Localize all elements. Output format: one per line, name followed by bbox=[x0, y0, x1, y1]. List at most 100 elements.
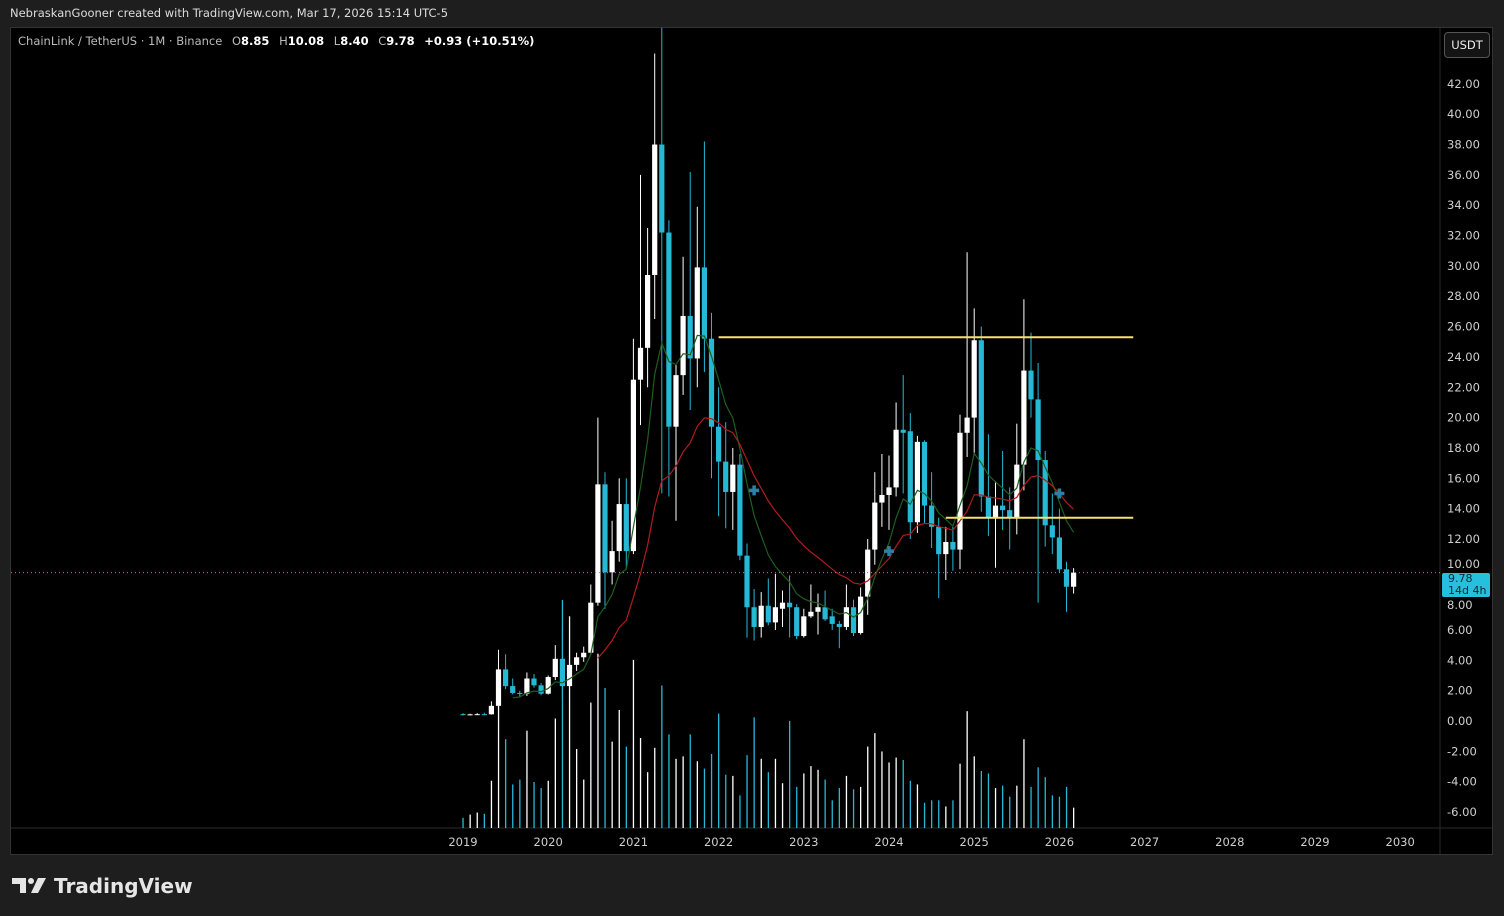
price-tick-label: 26.00 bbox=[1447, 320, 1480, 334]
candle-up bbox=[680, 315, 686, 376]
price-tick-label: 34.00 bbox=[1447, 198, 1480, 212]
volume-bar bbox=[980, 771, 982, 828]
candle-down bbox=[701, 267, 707, 339]
volume-bar bbox=[1002, 785, 1004, 828]
volume-bar bbox=[860, 786, 862, 828]
time-tick-label: 2026 bbox=[1045, 835, 1074, 849]
candle-up bbox=[779, 602, 786, 609]
price-tick-label: 32.00 bbox=[1447, 229, 1480, 243]
candle-up bbox=[858, 596, 864, 634]
candle-down bbox=[985, 496, 991, 518]
candle-down bbox=[787, 602, 793, 608]
symbol-title[interactable]: ChainLink / TetherUS · 1M · Binance bbox=[18, 34, 223, 48]
volume-bar bbox=[824, 779, 826, 828]
last-price-label: 9.78 14d 4h bbox=[1442, 573, 1490, 597]
candle-down bbox=[836, 623, 842, 627]
volume-bar bbox=[1065, 786, 1068, 828]
candle-up bbox=[843, 607, 849, 627]
volume-bar bbox=[497, 701, 500, 828]
candle-down bbox=[794, 607, 800, 637]
volume-bar bbox=[803, 773, 805, 828]
candle-up bbox=[971, 340, 977, 418]
volume-bar bbox=[576, 749, 578, 828]
volume-bar bbox=[718, 713, 720, 828]
price-tick-label: 4.00 bbox=[1447, 653, 1473, 667]
price-tick-label: 16.00 bbox=[1447, 471, 1480, 485]
volume-bar bbox=[618, 709, 620, 828]
candle-down bbox=[559, 658, 565, 687]
candle-down bbox=[900, 429, 906, 433]
ema-8-line bbox=[512, 334, 1075, 699]
candle-up bbox=[879, 494, 885, 503]
volume-bar bbox=[994, 788, 997, 828]
candle-up bbox=[893, 429, 899, 488]
price-tick-label: 40.00 bbox=[1447, 107, 1480, 121]
price-tick-label: 20.00 bbox=[1447, 411, 1480, 425]
volume-bar bbox=[647, 772, 649, 828]
candle-down bbox=[708, 338, 715, 427]
volume-bar bbox=[483, 813, 485, 828]
high-value: 10.08 bbox=[287, 34, 325, 48]
candle-up bbox=[957, 432, 963, 550]
volume-bar bbox=[817, 769, 819, 828]
volume-bar bbox=[789, 720, 791, 828]
volume-bar bbox=[938, 800, 940, 828]
volume-bar bbox=[526, 730, 528, 828]
close-label: C bbox=[378, 34, 387, 48]
logo-text: TradingView bbox=[54, 874, 193, 898]
candle-down bbox=[510, 686, 516, 693]
price-tick-label: 28.00 bbox=[1447, 289, 1480, 303]
price-tick-label: -2.00 bbox=[1447, 744, 1477, 758]
price-tick-label: -4.00 bbox=[1447, 775, 1477, 789]
volume-bar bbox=[632, 659, 635, 828]
volume-bar bbox=[845, 775, 848, 828]
candle-up bbox=[545, 677, 551, 694]
chart-frame bbox=[10, 27, 1493, 855]
candle-down bbox=[751, 607, 757, 627]
candle-down bbox=[850, 607, 857, 634]
volume-bar bbox=[767, 772, 769, 828]
volume-bar bbox=[710, 753, 713, 828]
currency-button[interactable]: USDT bbox=[1444, 32, 1490, 58]
candle-up bbox=[914, 441, 920, 523]
price-tick-label: 18.00 bbox=[1447, 441, 1480, 455]
candle-up bbox=[758, 605, 764, 627]
candle-down bbox=[1000, 505, 1006, 511]
volume-bar bbox=[1030, 786, 1032, 828]
volume-bar bbox=[512, 784, 514, 828]
ema-20-line bbox=[597, 417, 1075, 659]
volume-bar bbox=[774, 758, 777, 828]
volume-bar bbox=[838, 788, 840, 828]
volume-bar bbox=[1023, 739, 1025, 828]
volume-bar bbox=[796, 786, 798, 828]
volume-bar bbox=[476, 812, 478, 828]
volume-bar bbox=[867, 746, 869, 828]
price-tick-label: 0.00 bbox=[1447, 714, 1473, 728]
time-tick-label: 2028 bbox=[1215, 835, 1244, 849]
volume-bar bbox=[1051, 795, 1053, 828]
candle-up bbox=[1014, 464, 1020, 518]
volume-bar bbox=[590, 702, 592, 828]
volume-bar bbox=[696, 761, 698, 828]
candle-up bbox=[581, 652, 587, 658]
volume-bar bbox=[959, 763, 961, 828]
volume-bar bbox=[987, 773, 990, 828]
candle-up bbox=[637, 347, 644, 380]
candle-down bbox=[744, 555, 750, 608]
candle-up bbox=[488, 705, 494, 715]
time-tick-label: 2021 bbox=[619, 835, 648, 849]
candle-down bbox=[822, 607, 828, 620]
tradingview-logo[interactable]: TradingView bbox=[12, 874, 193, 898]
time-tick-label: 2022 bbox=[704, 835, 733, 849]
candle-up bbox=[467, 714, 473, 716]
volume-bar bbox=[540, 788, 542, 828]
time-tick-label: 2029 bbox=[1300, 835, 1329, 849]
volume-bar bbox=[973, 756, 975, 828]
volume-bar bbox=[703, 768, 706, 828]
candle-up bbox=[808, 611, 814, 617]
candle-up bbox=[595, 484, 601, 603]
price-tick-label: -6.00 bbox=[1447, 805, 1477, 819]
volume-bar bbox=[554, 718, 556, 828]
volume-bar bbox=[682, 756, 684, 828]
